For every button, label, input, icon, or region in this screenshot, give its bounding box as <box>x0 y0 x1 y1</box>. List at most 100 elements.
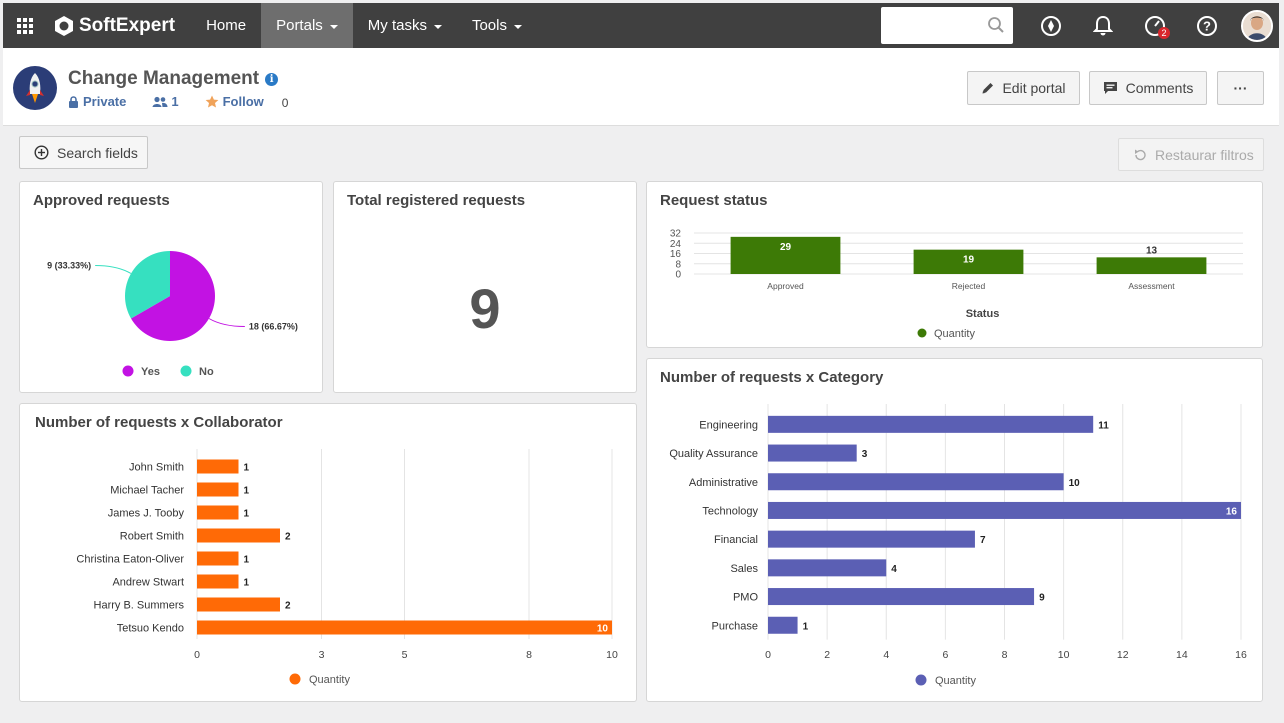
bar-data-label: 2 <box>285 601 291 612</box>
y-tick-label: Engineering <box>699 419 758 431</box>
y-tick-label: 24 <box>670 239 682 250</box>
search-fields-button[interactable]: Search fields <box>19 136 148 169</box>
bar-pmo[interactable] <box>768 588 1035 606</box>
bar-approved[interactable] <box>730 236 841 274</box>
y-tick-label: Robert Smith <box>120 531 184 543</box>
bar-tetsuo-kendo[interactable] <box>197 620 612 635</box>
bar-data-label: 19 <box>963 255 975 266</box>
bar-data-label: 10 <box>1069 478 1081 489</box>
search-input[interactable] <box>881 7 1013 44</box>
navigation-compass-icon[interactable] <box>1025 3 1077 48</box>
user-avatar[interactable] <box>1241 9 1273 42</box>
bar-administrative[interactable] <box>768 473 1064 491</box>
bar-andrew-stwart[interactable] <box>197 574 239 589</box>
y-tick-label: Quality Assurance <box>669 448 758 460</box>
edit-portal-button[interactable]: Edit portal <box>967 71 1080 105</box>
nav-my-tasks[interactable]: My tasks <box>353 3 457 48</box>
bar-financial[interactable] <box>768 530 975 548</box>
edit-portal-label: Edit portal <box>1002 80 1066 96</box>
y-tick-label: John Smith <box>129 462 184 474</box>
nav-home[interactable]: Home <box>191 3 261 48</box>
bar-james-j-tooby[interactable] <box>197 505 239 520</box>
portal-rocket-icon <box>13 66 57 110</box>
y-tick-label: James J. Tooby <box>108 508 185 520</box>
members-count[interactable]: 1 <box>152 94 179 109</box>
x-tick-label: 4 <box>883 649 889 661</box>
legend-label-yes[interactable]: Yes <box>141 366 160 378</box>
legend-label[interactable]: Quantity <box>309 674 350 686</box>
approved-requests-card: Approved requests 18 (66.67%) 9 (33.33%) Y… <box>19 181 323 393</box>
bar-engineering[interactable] <box>768 415 1094 433</box>
brand-logo[interactable]: SoftExpert <box>53 15 175 37</box>
y-tick-label: Purchase <box>712 620 758 632</box>
x-tick-label: 8 <box>526 649 532 661</box>
total-requests-value: 9 <box>469 277 501 340</box>
plus-circle-icon <box>34 145 49 160</box>
x-tick-label: 12 <box>1117 649 1129 661</box>
bar-data-label: 4 <box>891 564 897 575</box>
y-tick-label: 32 <box>670 229 682 240</box>
info-icon[interactable]: i <box>265 73 279 86</box>
x-tick-label: 10 <box>1058 649 1070 661</box>
users-icon <box>152 96 168 107</box>
legend-label[interactable]: Quantity <box>935 675 976 687</box>
bar-data-label: 1 <box>803 621 809 632</box>
total-requests-card: Total registered requests 9 <box>333 181 637 393</box>
bar-christina-eaton-oliver[interactable] <box>197 551 239 566</box>
more-options-label: ··· <box>1233 80 1248 96</box>
bar-john-smith[interactable] <box>197 459 239 474</box>
comments-button[interactable]: Comments <box>1089 71 1207 105</box>
bar-data-label: 1 <box>244 555 250 566</box>
privacy-status: Private <box>68 94 126 109</box>
y-tick-label: 0 <box>675 270 681 281</box>
pie-slice-no[interactable] <box>124 251 170 319</box>
approved-requests-pie-chart: 18 (66.67%) 9 (33.33%) Yes No <box>47 251 298 378</box>
y-tick-label: Christina Eaton-Oliver <box>76 554 184 566</box>
reset-filters-button[interactable]: Restaurar filtros <box>1118 138 1264 171</box>
pie-data-label: 9 (33.33%) <box>47 261 91 271</box>
bar-harry-b-summers[interactable] <box>197 597 280 612</box>
members-label: 1 <box>171 94 179 109</box>
top-navbar: SoftExpert Home Portals My tasks Tools 2… <box>3 3 1279 48</box>
collaborator-bar-chart: 0 3 5 8 10 John Smith 1 Michael Tacher 1 James J.… <box>76 449 618 686</box>
bar-rejected[interactable] <box>913 249 1024 274</box>
follow-button[interactable]: Follow <box>205 94 264 109</box>
help-icon[interactable]: ? <box>1181 3 1233 48</box>
y-tick-label: Financial <box>714 534 758 546</box>
bar-quality-assurance[interactable] <box>768 444 857 462</box>
pie-leader-line <box>208 318 245 327</box>
nav-tools[interactable]: Tools <box>457 3 537 48</box>
x-tick-label: Rejected <box>952 281 986 291</box>
x-tick-label: 2 <box>824 649 830 661</box>
bar-assessment[interactable] <box>1096 257 1207 274</box>
notification-badge: 2 <box>1158 27 1170 39</box>
bar-purchase[interactable] <box>768 616 798 634</box>
y-tick-label: PMO <box>733 592 759 604</box>
category-title: Number of requests x Category <box>660 369 884 386</box>
nav-my-tasks-label: My tasks <box>367 17 427 34</box>
app-grid-icon[interactable] <box>3 3 47 48</box>
lock-icon <box>69 95 78 108</box>
x-tick-label: 5 <box>402 649 408 661</box>
legend-marker <box>180 365 192 377</box>
bar-sales[interactable] <box>768 559 887 577</box>
y-tick-label: Michael Tacher <box>110 485 184 497</box>
portal-header: Change Management i Private 1 Follow 0 Ed… <box>3 48 1279 126</box>
legend-label-no[interactable]: No <box>199 366 214 378</box>
legend-label[interactable]: Quantity <box>934 328 975 340</box>
bar-technology[interactable] <box>768 501 1241 519</box>
chevron-down-icon <box>329 24 338 29</box>
bar-data-label: 10 <box>597 624 609 635</box>
bar-michael-tacher[interactable] <box>197 482 239 497</box>
total-requests-title: Total registered requests <box>347 192 526 209</box>
notifications-bell-icon[interactable] <box>1077 3 1129 48</box>
nav-portals[interactable]: Portals <box>261 3 353 48</box>
brand-hexagon-icon <box>55 15 73 36</box>
nav-portals-label: Portals <box>276 17 323 34</box>
pie-slice-yes[interactable] <box>131 251 215 341</box>
performance-gauge-icon[interactable]: 2 <box>1129 3 1181 48</box>
bar-robert-smith[interactable] <box>197 528 280 543</box>
more-options-button[interactable]: ··· <box>1217 71 1264 105</box>
